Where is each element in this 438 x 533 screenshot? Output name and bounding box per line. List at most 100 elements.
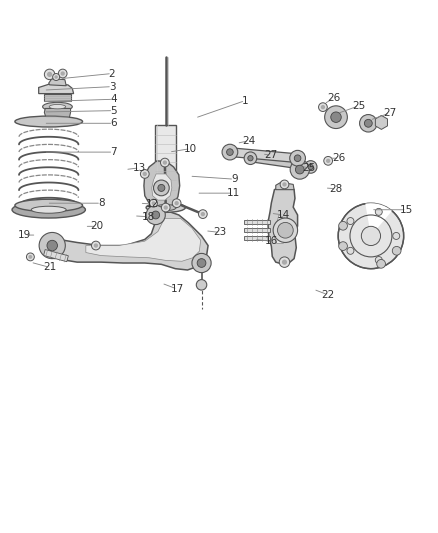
Polygon shape: [44, 108, 71, 118]
Text: 9: 9: [231, 174, 237, 184]
Circle shape: [339, 221, 347, 230]
Text: 1: 1: [242, 95, 248, 106]
Circle shape: [364, 119, 372, 127]
Circle shape: [161, 203, 170, 212]
Circle shape: [283, 182, 287, 187]
Circle shape: [47, 72, 52, 77]
Circle shape: [347, 247, 354, 254]
Text: 12: 12: [146, 199, 159, 209]
Polygon shape: [52, 212, 208, 270]
Circle shape: [361, 227, 381, 246]
Circle shape: [26, 253, 34, 261]
Text: 8: 8: [98, 198, 104, 208]
Ellipse shape: [42, 102, 72, 111]
Polygon shape: [144, 161, 180, 209]
Text: 24: 24: [242, 136, 255, 146]
Text: 22: 22: [321, 290, 335, 300]
Circle shape: [141, 169, 149, 179]
Circle shape: [375, 208, 382, 215]
Polygon shape: [250, 155, 311, 171]
Text: 13: 13: [133, 163, 146, 173]
Circle shape: [192, 253, 211, 272]
Text: 25: 25: [352, 101, 365, 111]
Polygon shape: [43, 249, 68, 262]
Circle shape: [163, 205, 168, 210]
Text: 17: 17: [171, 284, 184, 294]
Polygon shape: [375, 116, 388, 130]
Text: 10: 10: [184, 143, 197, 154]
Polygon shape: [275, 215, 290, 244]
Text: 21: 21: [43, 262, 56, 272]
Text: 23: 23: [213, 228, 226, 237]
Ellipse shape: [146, 203, 185, 212]
Circle shape: [58, 69, 67, 78]
Circle shape: [360, 115, 377, 132]
Circle shape: [392, 246, 401, 255]
Polygon shape: [244, 228, 270, 232]
Polygon shape: [44, 94, 71, 101]
Circle shape: [158, 184, 165, 191]
Text: 20: 20: [90, 221, 103, 231]
Text: 11: 11: [226, 188, 240, 198]
Circle shape: [331, 112, 341, 123]
Text: 7: 7: [110, 147, 117, 157]
Ellipse shape: [12, 201, 85, 218]
Wedge shape: [365, 203, 392, 236]
Circle shape: [304, 160, 317, 173]
Circle shape: [153, 180, 169, 196]
Polygon shape: [230, 148, 298, 163]
Circle shape: [172, 199, 181, 207]
Circle shape: [92, 241, 100, 250]
Ellipse shape: [31, 206, 66, 213]
Circle shape: [280, 180, 289, 189]
Circle shape: [377, 260, 385, 268]
Circle shape: [201, 212, 205, 216]
Circle shape: [248, 156, 253, 161]
Circle shape: [282, 260, 287, 265]
Circle shape: [290, 160, 309, 179]
Text: 26: 26: [332, 153, 346, 163]
Polygon shape: [244, 236, 270, 240]
Text: 28: 28: [329, 184, 343, 194]
Circle shape: [146, 205, 165, 224]
Circle shape: [321, 105, 325, 109]
Circle shape: [196, 280, 207, 290]
Circle shape: [308, 164, 313, 169]
Circle shape: [54, 75, 58, 79]
Circle shape: [338, 203, 404, 269]
Circle shape: [326, 159, 330, 163]
Text: 2: 2: [109, 69, 115, 78]
Text: 26: 26: [327, 93, 340, 103]
Circle shape: [94, 244, 98, 248]
Circle shape: [279, 257, 290, 268]
Circle shape: [325, 106, 347, 128]
Circle shape: [375, 256, 382, 263]
Polygon shape: [244, 220, 270, 224]
Polygon shape: [39, 84, 74, 94]
Circle shape: [339, 242, 347, 251]
Ellipse shape: [49, 104, 66, 109]
Text: 6: 6: [110, 118, 117, 128]
Polygon shape: [155, 125, 176, 205]
Circle shape: [278, 222, 293, 238]
Circle shape: [273, 218, 297, 243]
Polygon shape: [86, 219, 201, 261]
Polygon shape: [276, 182, 294, 190]
Text: 16: 16: [265, 236, 278, 246]
Circle shape: [295, 165, 304, 174]
Circle shape: [143, 172, 147, 176]
Polygon shape: [268, 185, 297, 264]
Text: 27: 27: [264, 150, 277, 160]
Text: 27: 27: [384, 108, 397, 118]
Circle shape: [152, 211, 159, 219]
Text: 25: 25: [302, 163, 315, 173]
Circle shape: [347, 217, 354, 224]
Text: 15: 15: [400, 205, 413, 215]
Circle shape: [150, 199, 157, 207]
Circle shape: [197, 259, 206, 268]
Circle shape: [318, 103, 327, 111]
Circle shape: [222, 144, 238, 160]
Circle shape: [226, 149, 233, 156]
Circle shape: [53, 74, 60, 80]
Ellipse shape: [15, 116, 82, 127]
